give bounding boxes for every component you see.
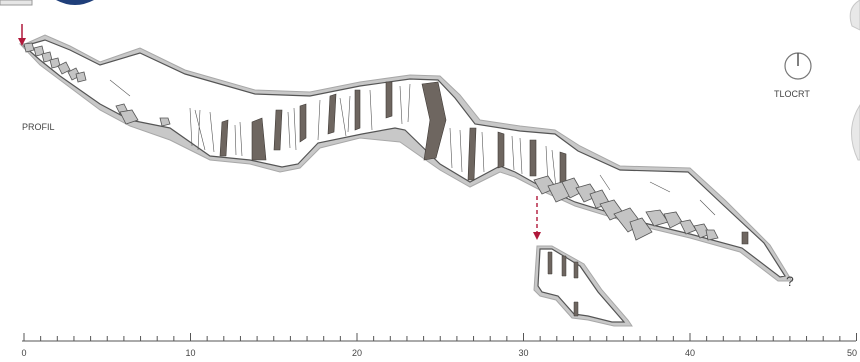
formation-column-6 [385,81,393,119]
formation-column [573,261,579,279]
boulder [75,71,87,83]
shaft-arrow-icon [533,196,541,240]
formation-column-12 [354,89,361,131]
calcite-strokes [109,79,716,216]
top-left-logo-box [0,0,33,6]
passage-boulders [533,175,719,241]
compass-icon [784,52,812,80]
boulder [57,61,71,75]
shaft-arrow-head [533,232,541,240]
formation-column-13 [741,231,749,245]
right-edge-shape-top [849,0,860,31]
calcite-stroke [189,107,215,153]
entrance-arrow-icon [18,24,26,46]
compass-label: TLOCRT [774,89,810,99]
entrance-boulders [23,42,171,127]
scale-label: 50 [847,348,857,358]
boulder [629,217,653,241]
section-label: PROFIL [22,122,55,132]
cave-passage [22,39,786,278]
formation-column-4 [273,109,283,151]
formation-column-1 [251,117,267,161]
scale-label: 40 [685,348,695,358]
formations [219,81,749,245]
calcite-stroke [317,83,411,141]
formation-column [573,301,579,317]
boulder [159,117,171,127]
scale-label: 20 [352,348,362,358]
boulder [119,109,139,125]
formation-column-2 [421,81,447,161]
formation-column [561,255,567,277]
scale-bar: 0 10 20 30 40 50 [21,333,857,358]
scale-label: 10 [185,348,195,358]
scale-label: 0 [21,348,26,358]
scale-labels: 0 10 20 30 40 50 [21,348,857,358]
boulder [705,229,719,241]
calcite-stroke [109,79,716,216]
formation-column-5 [327,93,337,135]
calcite-stroke [449,127,557,189]
formation-column-11 [299,103,307,143]
formation-column-8 [497,131,505,169]
formation-column-7 [467,127,477,181]
formation-column-3 [219,119,229,157]
formation-column-9 [529,139,537,177]
entrance-arrow-head [18,38,26,46]
formation-column [547,251,553,275]
scale-ticks [23,333,857,341]
calcite-stroke [234,107,297,157]
scale-label: 30 [518,348,528,358]
unknown-continuation-marker: ? [786,273,794,289]
right-edge-shape-mid [851,104,860,161]
top-left-logo-circle [56,0,94,5]
boulder [23,42,35,53]
shaft-formations [547,251,579,317]
